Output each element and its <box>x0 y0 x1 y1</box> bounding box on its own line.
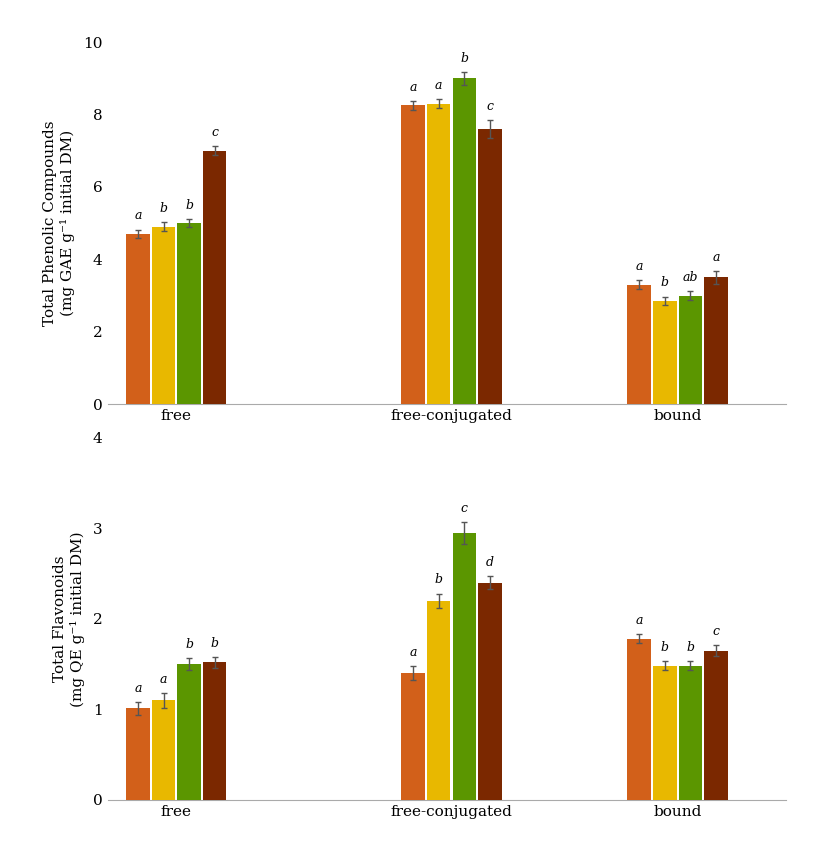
Bar <box>203 151 227 404</box>
Bar <box>452 533 476 800</box>
Y-axis label: Total Flavonoids
(mg QE g⁻¹ initial DM): Total Flavonoids (mg QE g⁻¹ initial DM) <box>53 531 84 706</box>
Text: a: a <box>134 682 141 695</box>
Text: c: c <box>712 625 719 638</box>
Text: a: a <box>435 79 442 92</box>
Bar <box>704 651 728 800</box>
Bar <box>628 639 651 800</box>
Text: a: a <box>635 614 643 627</box>
Bar <box>679 666 702 800</box>
Bar <box>152 226 175 404</box>
Y-axis label: Total Phenolic Compounds
(mg GAE g⁻¹ initial DM): Total Phenolic Compounds (mg GAE g⁻¹ ini… <box>43 120 74 326</box>
Bar <box>653 666 676 800</box>
Bar <box>704 277 728 404</box>
Bar <box>177 664 201 800</box>
Text: c: c <box>486 99 494 113</box>
Text: b: b <box>661 641 669 654</box>
Bar <box>152 701 175 800</box>
Bar <box>427 104 451 404</box>
Text: b: b <box>185 199 193 211</box>
Bar <box>452 78 476 404</box>
Text: a: a <box>712 251 719 264</box>
Bar <box>177 223 201 404</box>
Text: b: b <box>211 637 218 650</box>
Bar <box>427 601 451 800</box>
Text: b: b <box>661 276 669 290</box>
Text: c: c <box>211 126 218 139</box>
Bar <box>127 708 150 800</box>
Text: b: b <box>185 637 193 651</box>
Text: b: b <box>461 51 468 65</box>
Text: a: a <box>409 81 417 93</box>
Text: b: b <box>160 202 168 216</box>
Bar <box>628 285 651 404</box>
Bar <box>401 674 425 800</box>
Text: ab: ab <box>682 271 698 284</box>
Bar <box>203 663 227 800</box>
Text: a: a <box>134 210 141 222</box>
Bar <box>679 296 702 404</box>
Bar <box>653 301 676 404</box>
Text: d: d <box>485 556 494 569</box>
Legend: 0 h, 24 h, 48 h, 72 h: 0 h, 24 h, 48 h, 72 h <box>318 447 575 470</box>
Bar <box>127 234 150 404</box>
Text: b: b <box>435 573 442 586</box>
Bar <box>478 129 502 404</box>
Text: a: a <box>409 646 417 658</box>
Text: c: c <box>461 502 468 514</box>
Text: a: a <box>160 673 167 686</box>
Text: a: a <box>635 260 643 273</box>
Bar <box>401 105 425 404</box>
Bar <box>478 583 502 800</box>
Text: b: b <box>686 641 695 654</box>
